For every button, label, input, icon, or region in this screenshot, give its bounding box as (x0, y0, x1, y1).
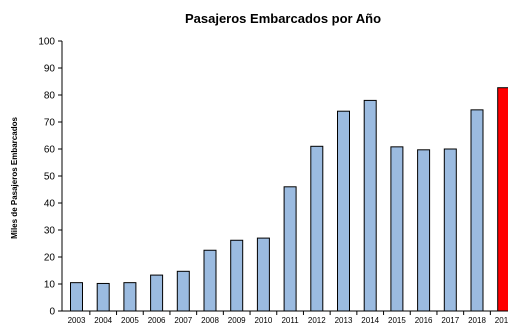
bar-2019 (497, 87, 508, 312)
x-tick-label-2004: 2004 (94, 316, 112, 324)
x-tick-label-2011: 2011 (281, 316, 299, 324)
x-tick-label-2006: 2006 (148, 316, 166, 324)
bars (70, 87, 508, 312)
x-tick-label-2007: 2007 (174, 316, 192, 324)
y-tick-label: 30 (44, 226, 56, 237)
bar-2007 (176, 270, 190, 312)
bar-2008 (203, 249, 217, 312)
bar-2006 (150, 274, 164, 312)
x-tick-label-2008: 2008 (201, 316, 219, 324)
x-tick-label-2019: 2019 (495, 316, 508, 324)
x-tick-label-2012: 2012 (308, 316, 326, 324)
y-tick-label: 50 (44, 172, 56, 183)
x-tick-label-2013: 2013 (335, 316, 353, 324)
x-tick-label-2018: 2018 (468, 316, 486, 324)
bar-2005 (123, 282, 137, 312)
chart-title: Pasajeros Embarcados por Año (185, 11, 381, 26)
bar-2013 (337, 110, 350, 312)
x-tick-label-2016: 2016 (415, 316, 433, 324)
y-tick-label: 10 (44, 280, 56, 291)
y-tick-label: 100 (38, 37, 55, 48)
bar-2015 (390, 146, 404, 312)
x-tick-label-2010: 2010 (255, 316, 273, 324)
y-tick-label: 40 (44, 199, 56, 210)
x-tick-label-2014: 2014 (361, 316, 379, 324)
y-tick-label: 90 (44, 64, 56, 75)
bar-2004 (96, 282, 110, 312)
y-axis: 0 10 20 30 40 50 60 70 80 90 100 (38, 37, 62, 318)
y-axis-label: Miles de Pasajeros Embarcados (10, 117, 19, 239)
x-tick-label-2009: 2009 (228, 316, 246, 324)
bar-2017 (443, 148, 457, 312)
x-tick-label-2015: 2015 (388, 316, 406, 324)
y-tick-label: 60 (44, 145, 56, 156)
y-tick-label: 20 (44, 253, 56, 264)
x-axis: 2003 2004 2005 2006 2007 2008 2009 2010 2011 2012… (68, 311, 508, 324)
bar-2016 (417, 149, 431, 312)
bar-2012 (310, 145, 324, 312)
y-tick-label: 0 (49, 307, 55, 318)
bar-2014 (363, 99, 377, 312)
y-tick-label: 70 (44, 118, 56, 129)
bar-2010 (256, 237, 270, 312)
bar-2003 (70, 282, 83, 312)
bar-2018 (470, 109, 484, 312)
x-tick-label-2005: 2005 (121, 316, 139, 324)
y-tick-label: 80 (44, 91, 56, 102)
bar-2011 (283, 186, 297, 312)
x-tick-label-2003: 2003 (68, 316, 86, 324)
x-tick-label-2017: 2017 (441, 316, 459, 324)
bar-2009 (230, 239, 244, 312)
